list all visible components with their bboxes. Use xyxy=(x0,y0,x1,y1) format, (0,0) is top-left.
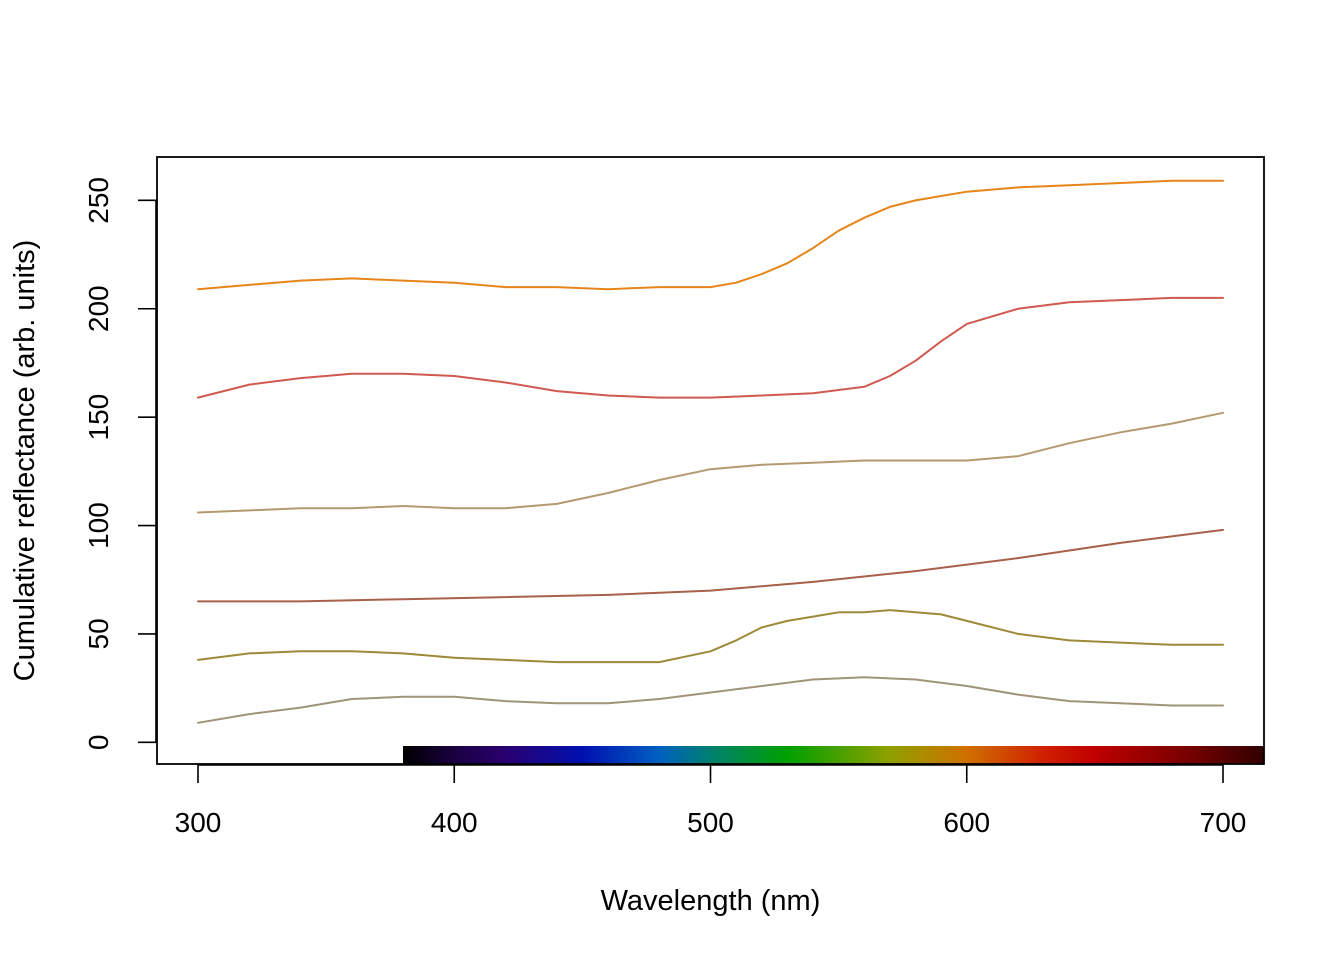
x-tick-label: 700 xyxy=(1200,807,1247,838)
x-tick-label: 400 xyxy=(431,807,478,838)
series-line-1 xyxy=(197,179,1224,291)
plot-area-frame xyxy=(156,156,1265,765)
y-axis: 0 50 100 150 200 250 xyxy=(83,177,157,750)
series-layer xyxy=(197,179,1224,724)
y-tick-label: 100 xyxy=(83,502,114,549)
x-tick-label: 600 xyxy=(943,807,990,838)
y-tick-label: 150 xyxy=(83,394,114,441)
x-tick-label: 500 xyxy=(687,807,734,838)
y-tick-label: 0 xyxy=(83,735,114,751)
series-line-6 xyxy=(197,676,1224,724)
y-tick-label: 250 xyxy=(83,177,114,224)
x-axis-title: Wavelength (nm) xyxy=(601,885,821,917)
series-line-2 xyxy=(197,296,1224,399)
series-line-4 xyxy=(197,528,1224,603)
x-tick-label: 300 xyxy=(175,807,222,838)
series-line-5 xyxy=(197,609,1224,664)
series-line-3 xyxy=(197,411,1224,514)
x-axis: 300 400 500 600 700 xyxy=(175,764,1247,838)
y-axis-title: Cumulative reflectance (arb. units) xyxy=(9,240,41,682)
visible-spectrum-bar xyxy=(403,746,1264,764)
y-tick-label: 50 xyxy=(83,618,114,649)
y-tick-label: 200 xyxy=(83,285,114,332)
